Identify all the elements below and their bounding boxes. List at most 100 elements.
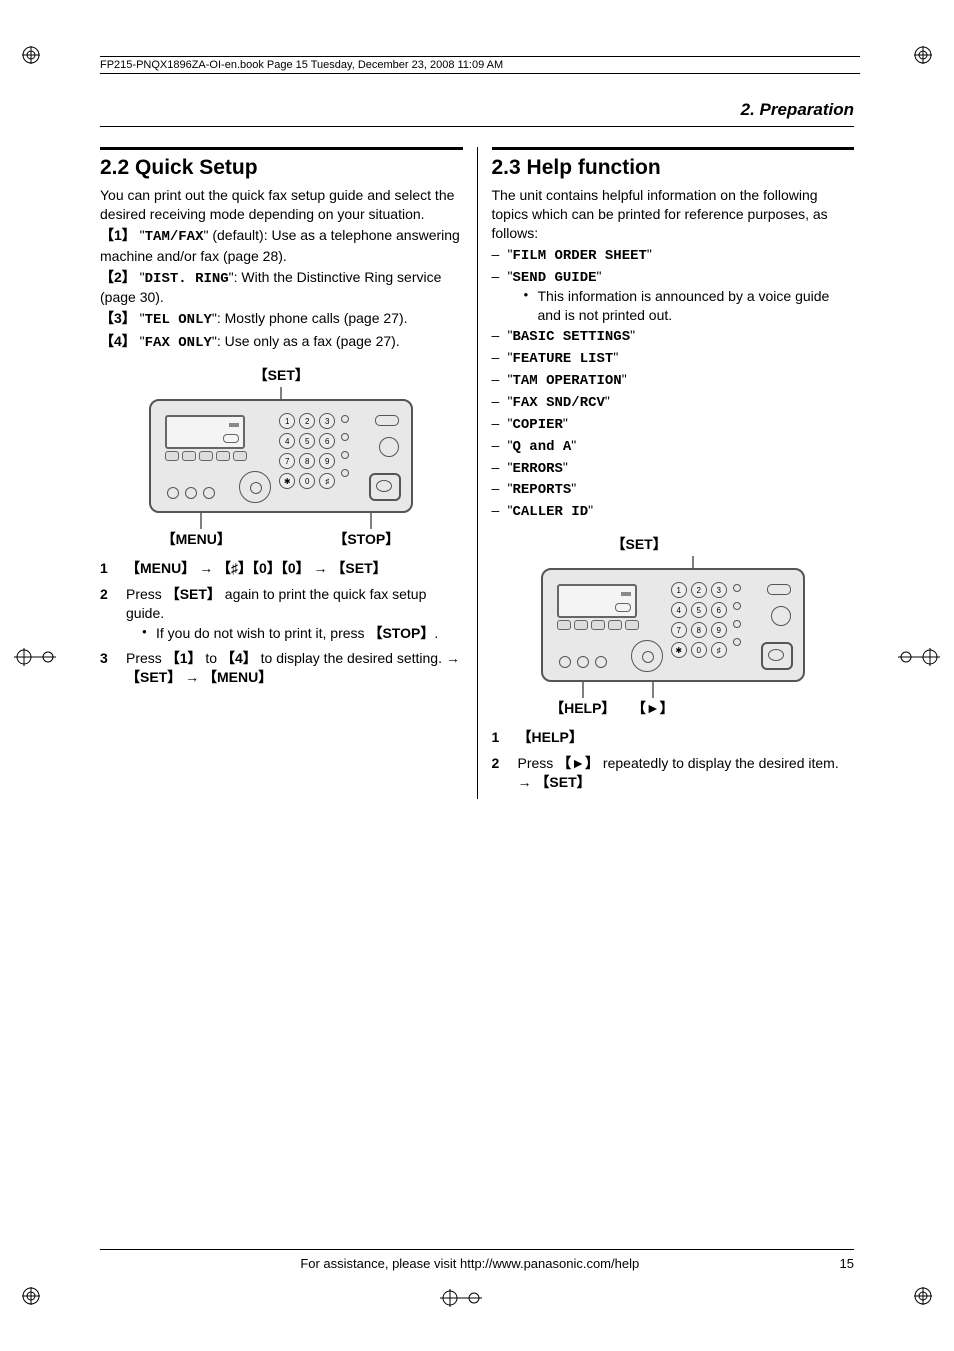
leader-line-icon (151, 513, 411, 529)
registration-mark-icon (898, 648, 940, 666)
help-topic: "REPORTS" (492, 479, 855, 500)
btn-label: 4 (221, 650, 257, 666)
function-buttons (557, 620, 639, 630)
frame-header: FP215-PNQX1896ZA-OI-en.book Page 15 Tues… (100, 56, 860, 74)
btn-label: ► (557, 755, 599, 771)
numeric-keypad: 123 456 789 ✱0♯ (279, 413, 335, 489)
help-topic: "ERRORS" (492, 458, 855, 479)
mode-line: 3 "TEL ONLY": Mostly phone calls (page 2… (100, 309, 463, 330)
btn-label: MENU (203, 669, 272, 685)
callout-set: SET (254, 367, 309, 383)
page-footer: For assistance, please visit http://www.… (100, 1249, 854, 1271)
long-button (767, 584, 791, 595)
numeric-keypad: 123 456 789 ✱0♯ (671, 582, 727, 658)
btn-label: STOP (368, 625, 434, 641)
btn-label: ♯ (217, 560, 252, 576)
leader-line-icon (543, 556, 803, 568)
intro-text: The unit contains helpful information on… (492, 186, 855, 243)
device-panel-figure: SET 123 456 789 ✱0♯ (492, 534, 855, 718)
btn-label: 0 (281, 560, 310, 576)
mode-code: DIST. RING (145, 271, 229, 287)
help-topic: "FAX SND/RCV" (492, 392, 855, 413)
small-buttons (559, 656, 607, 668)
crop-mark-icon (914, 1287, 932, 1305)
mode-line: 4 "FAX ONLY": Use only as a fax (page 27… (100, 332, 463, 353)
btn-label: HELP (518, 729, 583, 745)
sub-note: If you do not wish to print it, press ST… (156, 624, 463, 643)
long-button (375, 415, 399, 426)
device-panel: 123 456 789 ✱0♯ (541, 568, 805, 682)
callout-stop: STOP (333, 531, 399, 547)
leader-line-icon (151, 387, 411, 399)
procedure-steps: 1 MENU → ♯00 → SET 2 Press SET again to … (100, 559, 463, 688)
btn-label: SET (166, 586, 221, 602)
mode-code: TAM/FAX (145, 229, 204, 245)
callout-set: SET (612, 536, 667, 552)
device-panel-figure: SET 123 456 789 ✱0♯ (100, 365, 463, 549)
crop-mark-icon (22, 46, 40, 64)
mode-code: FAX ONLY (145, 335, 212, 351)
nav-pad (631, 640, 663, 672)
help-topic: "BASIC SETTINGS" (492, 326, 855, 347)
help-topic-note: This information is announced by a voice… (538, 287, 855, 325)
section-heading: 2.3 Help function (492, 156, 855, 180)
btn-label: MENU (126, 560, 195, 576)
key-label: 3 (100, 310, 136, 326)
help-topic: "Q and A" (492, 436, 855, 457)
horizontal-rule (100, 126, 854, 127)
indicator-leds (341, 415, 349, 477)
start-button (761, 642, 793, 670)
help-topic: "FEATURE LIST" (492, 348, 855, 369)
mode-code: TEL ONLY (145, 312, 212, 328)
btn-label: 0 (252, 560, 281, 576)
footer-text: For assistance, please visit http://www.… (100, 1256, 840, 1271)
help-topic: "SEND GUIDE" This information is announc… (492, 267, 855, 326)
callout-help: HELP (550, 700, 615, 716)
mode-line: 1 "TAM/FAX" (default): Use as a telephon… (100, 226, 463, 266)
help-topic: "CALLER ID" (492, 501, 855, 522)
leader-line-icon (543, 682, 803, 698)
procedure-steps: 1 HELP 2 Press ► repeatedly to display t… (492, 728, 855, 793)
lcd-screen (557, 584, 637, 618)
mode-desc: : Mostly phone calls (page 27). (217, 310, 408, 326)
step: 1 MENU → ♯00 → SET (100, 559, 463, 579)
help-topic: "COPIER" (492, 414, 855, 435)
key-label: 2 (100, 269, 136, 285)
step: 1 HELP (492, 728, 855, 748)
intro-text: You can print out the quick fax setup gu… (100, 186, 463, 224)
help-topic: "FILM ORDER SHEET" (492, 245, 855, 266)
step: 3 Press 1 to 4 to display the desired se… (100, 649, 463, 688)
start-button (369, 473, 401, 501)
chapter-title: 2. Preparation (100, 100, 854, 120)
page-content: 2. Preparation 2.2 Quick Setup You can p… (100, 100, 854, 799)
callout-right: ► (632, 700, 674, 716)
round-button (771, 606, 791, 626)
help-topic: "TAM OPERATION" (492, 370, 855, 391)
btn-label: SET (535, 774, 590, 790)
help-topic-list: "FILM ORDER SHEET" "SEND GUIDE" This inf… (492, 245, 855, 523)
mode-desc: : Use only as a fax (page 27). (217, 333, 400, 349)
crop-mark-icon (914, 46, 932, 64)
right-column: 2.3 Help function The unit contains help… (492, 147, 855, 799)
indicator-leds (733, 584, 741, 646)
btn-label: 1 (166, 650, 202, 666)
key-label: 1 (100, 227, 136, 243)
device-panel: 123 456 789 ✱0♯ (149, 399, 413, 513)
key-label: 4 (100, 333, 136, 349)
section-heading: 2.2 Quick Setup (100, 156, 463, 180)
function-buttons (165, 451, 247, 461)
header-text: FP215-PNQX1896ZA-OI-en.book Page 15 Tues… (100, 59, 503, 71)
nav-pad (239, 471, 271, 503)
btn-label: SET (126, 669, 181, 685)
lcd-screen (165, 415, 245, 449)
step: 2 Press SET again to print the quick fax… (100, 585, 463, 643)
section-rule (100, 147, 463, 150)
mode-line: 2 "DIST. RING": With the Distinctive Rin… (100, 268, 463, 308)
page-number: 15 (840, 1256, 854, 1271)
registration-mark-icon (14, 648, 56, 666)
callout-menu: MENU (162, 531, 231, 547)
crop-mark-icon (22, 1287, 40, 1305)
column-divider (477, 147, 478, 799)
left-column: 2.2 Quick Setup You can print out the qu… (100, 147, 463, 799)
step: 2 Press ► repeatedly to display the desi… (492, 754, 855, 793)
